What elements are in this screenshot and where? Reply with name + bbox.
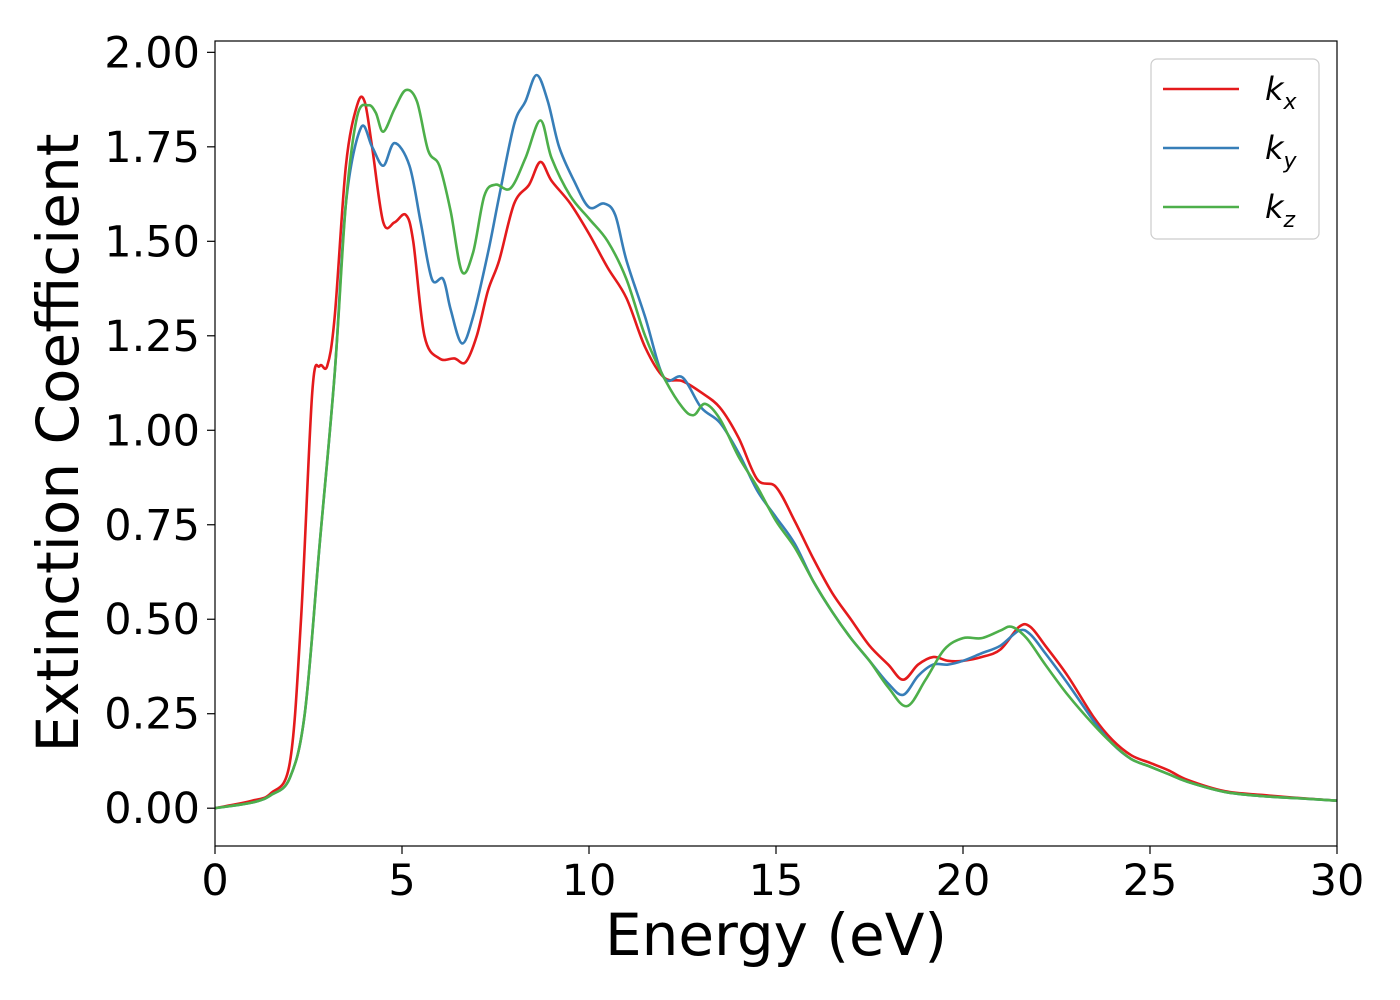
y-tick-label: 1.75 <box>104 123 200 173</box>
legend-label-y: ky <box>1265 129 1298 174</box>
x-tick-label: 30 <box>1310 856 1365 906</box>
x-tick-label: 15 <box>749 856 804 906</box>
series-line-z <box>214 88 1338 810</box>
y-axis: 0.00 0.25 0.50 0.75 1.00 1.25 1.50 1.75 2.00 <box>104 28 215 834</box>
y-axis-title: Extinction Coefficient <box>24 134 92 753</box>
y-tick-label: 0.50 <box>104 595 200 645</box>
x-tick-label: 20 <box>936 856 991 906</box>
y-tick-label: 0.75 <box>104 501 200 551</box>
y-tick-label: 0.25 <box>104 690 200 740</box>
legend: kx ky kz <box>1150 58 1320 240</box>
x-tick-label: 10 <box>562 856 617 906</box>
series-line-y <box>214 73 1338 810</box>
x-axis-title: Energy (eV) <box>605 901 947 969</box>
x-axis: 0 5 10 15 20 25 30 <box>201 846 1364 906</box>
series-line-x <box>214 95 1338 810</box>
y-tick-label: 1.00 <box>104 406 200 456</box>
y-tick-label: 1.50 <box>104 217 200 267</box>
x-tick-label: 0 <box>201 856 228 906</box>
x-tick-label: 25 <box>1123 856 1178 906</box>
x-tick-label: 5 <box>388 856 415 906</box>
legend-label-x: kx <box>1265 70 1298 115</box>
y-tick-label: 2.00 <box>104 28 200 78</box>
legend-label-z: kz <box>1265 188 1296 233</box>
series-layer <box>214 73 1338 810</box>
y-tick-label: 0.00 <box>104 784 200 834</box>
y-tick-label: 1.25 <box>104 312 200 362</box>
